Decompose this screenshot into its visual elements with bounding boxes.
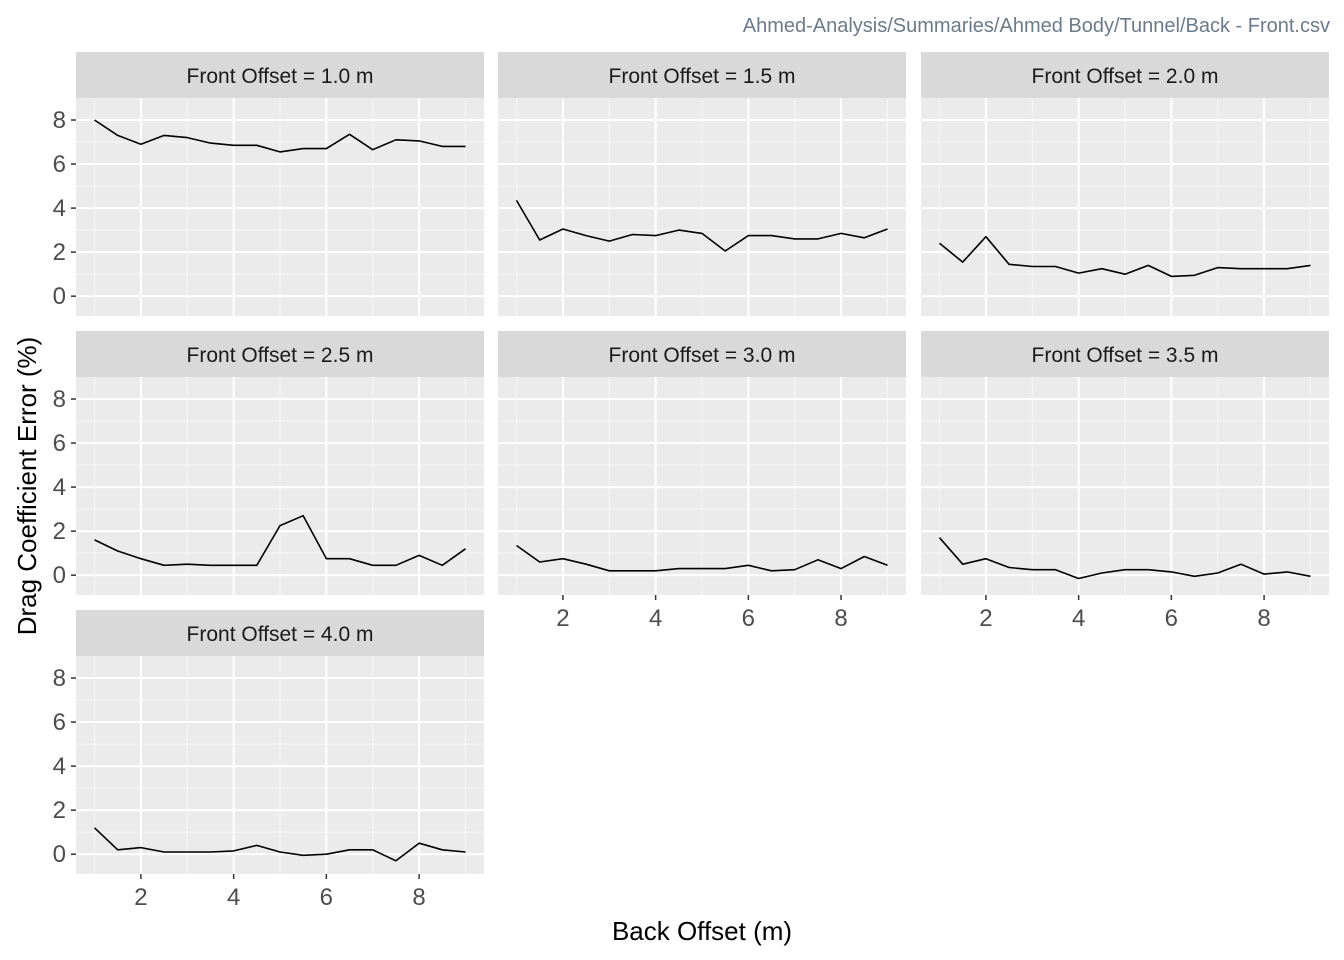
facet-strip-label: Front Offset = 1.0 m bbox=[187, 65, 374, 88]
y-axis-title: Drag Coefficient Error (%) bbox=[12, 337, 42, 636]
y-tick-label: 2 bbox=[53, 797, 66, 824]
facet-strip bbox=[498, 52, 906, 98]
y-tick-label: 8 bbox=[53, 107, 66, 134]
facet-strip bbox=[498, 331, 906, 377]
facet-strip bbox=[76, 331, 484, 377]
facet-panel: Front Offset = 2.5 m 0 2 4 6 8 bbox=[53, 331, 484, 595]
facet-strip bbox=[76, 610, 484, 656]
series-line bbox=[516, 544, 888, 572]
y-tick-label: 4 bbox=[53, 753, 66, 780]
facet-panel: Front Offset = 1.5 m bbox=[498, 52, 906, 316]
facet-strip-label: Front Offset = 1.5 m bbox=[609, 65, 796, 88]
x-tick-label: 6 bbox=[320, 884, 333, 911]
facet-panel: Front Offset = 4.0 m 0 2 4 6 8 2 4 6 8 bbox=[53, 610, 484, 911]
x-axis-title: Back Offset (m) bbox=[612, 916, 792, 946]
facet-strip-label: Front Offset = 2.5 m bbox=[187, 344, 374, 367]
y-tick-label: 2 bbox=[53, 518, 66, 545]
facet-panel: Front Offset = 2.0 m bbox=[921, 52, 1329, 316]
y-tick-label: 8 bbox=[53, 386, 66, 413]
y-tick-label: 4 bbox=[53, 474, 66, 501]
x-tick-label: 6 bbox=[742, 605, 755, 632]
series-line bbox=[938, 537, 1311, 580]
facet-strip bbox=[921, 331, 1329, 377]
facet-strip bbox=[76, 52, 484, 98]
x-tick-label: 4 bbox=[227, 884, 240, 911]
facet-strip bbox=[921, 52, 1329, 98]
series-line bbox=[515, 199, 888, 252]
facet-panel: Front Offset = 1.0 m 0 2 4 6 8 bbox=[53, 52, 484, 316]
x-tick-label: 4 bbox=[649, 605, 662, 632]
series-line bbox=[938, 235, 1311, 278]
y-tick-label: 0 bbox=[53, 562, 66, 589]
y-tick-label: 0 bbox=[53, 841, 66, 868]
x-tick-label: 8 bbox=[412, 884, 425, 911]
x-tick-label: 2 bbox=[556, 605, 569, 632]
y-tick-label: 0 bbox=[53, 283, 66, 310]
y-tick-label: 8 bbox=[53, 665, 66, 692]
x-tick-label: 6 bbox=[1165, 605, 1178, 632]
y-tick-label: 2 bbox=[53, 239, 66, 266]
facet-strip-label: Front Offset = 3.0 m bbox=[609, 344, 796, 367]
x-tick-label: 2 bbox=[979, 605, 992, 632]
facet-panel: Front Offset = 3.0 m 2 4 6 8 bbox=[498, 331, 906, 632]
series-line bbox=[94, 514, 466, 567]
x-tick-label: 8 bbox=[834, 605, 847, 632]
y-tick-label: 6 bbox=[53, 151, 66, 178]
y-tick-label: 6 bbox=[53, 430, 66, 457]
facet-panel: Front Offset = 3.5 m 2 4 6 8 bbox=[921, 331, 1329, 632]
series-line bbox=[94, 119, 466, 153]
facet-strip-label: Front Offset = 4.0 m bbox=[187, 623, 374, 646]
x-tick-label: 2 bbox=[134, 884, 147, 911]
x-tick-label: 4 bbox=[1072, 605, 1085, 632]
facet-strip-label: Front Offset = 2.0 m bbox=[1032, 65, 1219, 88]
y-tick-label: 6 bbox=[53, 709, 66, 736]
facet-strip-label: Front Offset = 3.5 m bbox=[1032, 344, 1219, 367]
series-line bbox=[93, 827, 466, 862]
y-tick-label: 4 bbox=[53, 195, 66, 222]
x-tick-label: 8 bbox=[1257, 605, 1270, 632]
chart-caption: Ahmed-Analysis/Summaries/Ahmed Body/Tunn… bbox=[743, 15, 1330, 37]
